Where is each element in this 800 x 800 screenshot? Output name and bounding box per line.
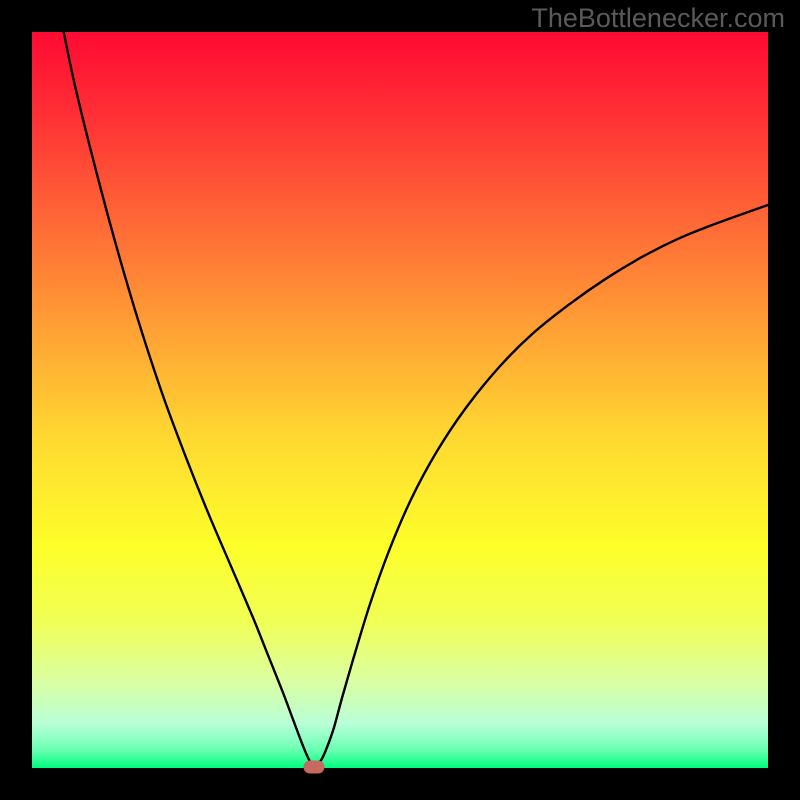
chart-container: TheBottlenecker.com: [0, 0, 800, 800]
plot-area: [32, 32, 768, 768]
curve-line: [32, 32, 768, 768]
gradient-background: [32, 32, 768, 768]
watermark-text: TheBottlenecker.com: [531, 3, 785, 34]
curve-path: [64, 32, 768, 764]
minimum-marker: [303, 760, 324, 773]
